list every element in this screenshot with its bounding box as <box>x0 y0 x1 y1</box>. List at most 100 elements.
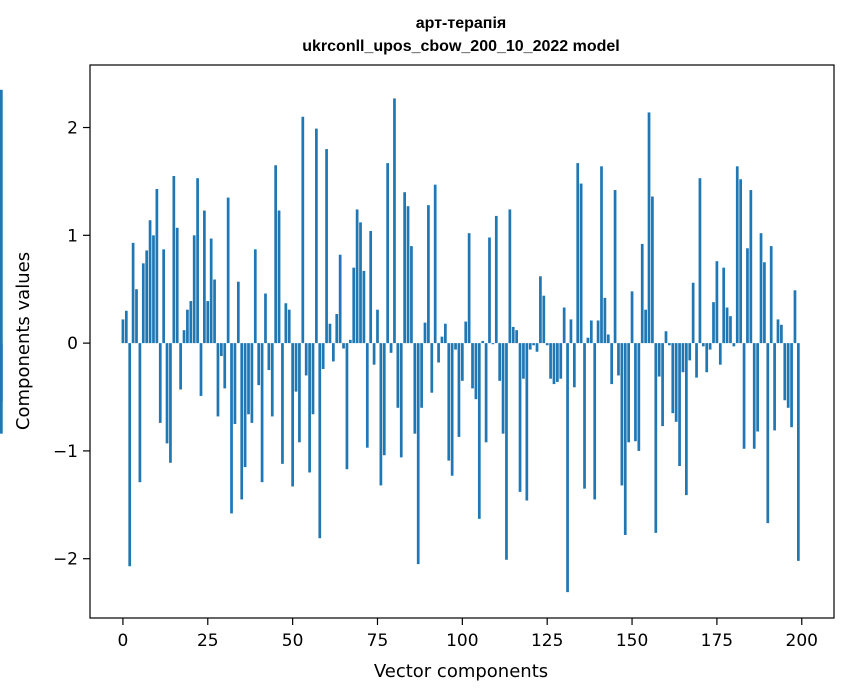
bar <box>264 293 267 344</box>
bar <box>223 343 227 389</box>
bar <box>471 343 474 389</box>
bar <box>556 343 559 382</box>
bar <box>678 343 681 467</box>
bar <box>257 343 261 386</box>
bar <box>610 343 614 385</box>
bar <box>304 343 308 376</box>
bar <box>637 343 641 451</box>
bar <box>389 343 393 353</box>
bar <box>715 261 719 344</box>
bar <box>213 279 216 344</box>
bar <box>291 343 294 487</box>
bar <box>725 307 729 344</box>
bar <box>742 343 746 449</box>
bar <box>352 267 356 344</box>
bar <box>708 343 712 350</box>
x-tick-label: 0 <box>118 631 129 651</box>
y-axis: −2 −1 0 1 2 <box>53 119 90 570</box>
bar <box>386 163 390 344</box>
bar <box>124 310 128 344</box>
bar <box>522 343 525 379</box>
bar <box>780 324 783 344</box>
bar <box>179 343 182 390</box>
bar <box>413 343 417 434</box>
x-tick-label: 75 <box>367 631 389 651</box>
bar <box>362 270 366 344</box>
bar <box>668 343 671 346</box>
bar <box>260 343 264 483</box>
bar <box>158 343 162 423</box>
y-axis-label: Components values <box>13 252 34 430</box>
bar <box>477 343 481 519</box>
bar <box>739 179 743 344</box>
bar <box>325 149 328 344</box>
bar <box>579 183 583 344</box>
bar <box>423 322 427 344</box>
bar <box>776 319 780 344</box>
bar <box>511 326 515 344</box>
bar <box>236 281 240 344</box>
bar <box>376 309 379 344</box>
x-tick-label: 150 <box>616 631 648 651</box>
bar <box>447 343 451 461</box>
bar <box>606 334 610 344</box>
bar <box>705 343 709 373</box>
bar <box>572 343 576 388</box>
bar <box>230 343 233 514</box>
bar <box>206 301 210 344</box>
bar <box>484 343 488 443</box>
bar <box>491 343 495 345</box>
bar <box>365 343 369 448</box>
bar <box>247 343 250 415</box>
bar-series <box>0 89 800 593</box>
bar <box>515 330 519 344</box>
bar <box>474 343 478 400</box>
bar <box>508 209 512 344</box>
bar <box>620 343 624 486</box>
bar <box>335 314 339 344</box>
bar <box>569 319 573 344</box>
bar <box>396 343 400 408</box>
bar <box>712 302 715 344</box>
bar <box>281 343 284 464</box>
bar <box>355 209 359 344</box>
bar <box>691 282 695 344</box>
bar <box>298 343 301 443</box>
y-tick-label: −2 <box>53 550 78 570</box>
bar <box>613 190 617 344</box>
bar <box>593 343 597 500</box>
bar <box>0 343 3 402</box>
x-tick-label: 125 <box>531 631 563 651</box>
bar <box>321 343 325 369</box>
x-tick-label: 100 <box>446 631 478 651</box>
bar <box>284 303 288 344</box>
bar <box>729 316 732 344</box>
chart-subtitle: ukrconll_upos_cbow_200_10_2022 model <box>302 38 619 55</box>
bar <box>369 231 373 344</box>
bar <box>199 343 203 396</box>
bar <box>752 343 756 449</box>
bar <box>332 343 335 362</box>
bar <box>701 343 705 347</box>
x-axis-label: Vector components <box>374 661 548 682</box>
bar <box>464 321 468 344</box>
bar <box>267 343 271 371</box>
y-tick-label: 2 <box>67 119 78 139</box>
bar <box>552 343 556 385</box>
bar <box>735 166 739 344</box>
bar <box>488 237 491 344</box>
bar <box>518 343 522 492</box>
bar <box>240 343 244 500</box>
bar <box>732 343 736 347</box>
bar <box>786 343 790 408</box>
bar <box>467 233 471 344</box>
bar <box>623 343 627 535</box>
bar <box>460 343 464 381</box>
bar <box>433 184 437 344</box>
bar <box>162 249 166 344</box>
bar <box>562 307 566 344</box>
bar <box>219 343 223 357</box>
bar <box>203 210 206 344</box>
bar <box>566 343 569 593</box>
